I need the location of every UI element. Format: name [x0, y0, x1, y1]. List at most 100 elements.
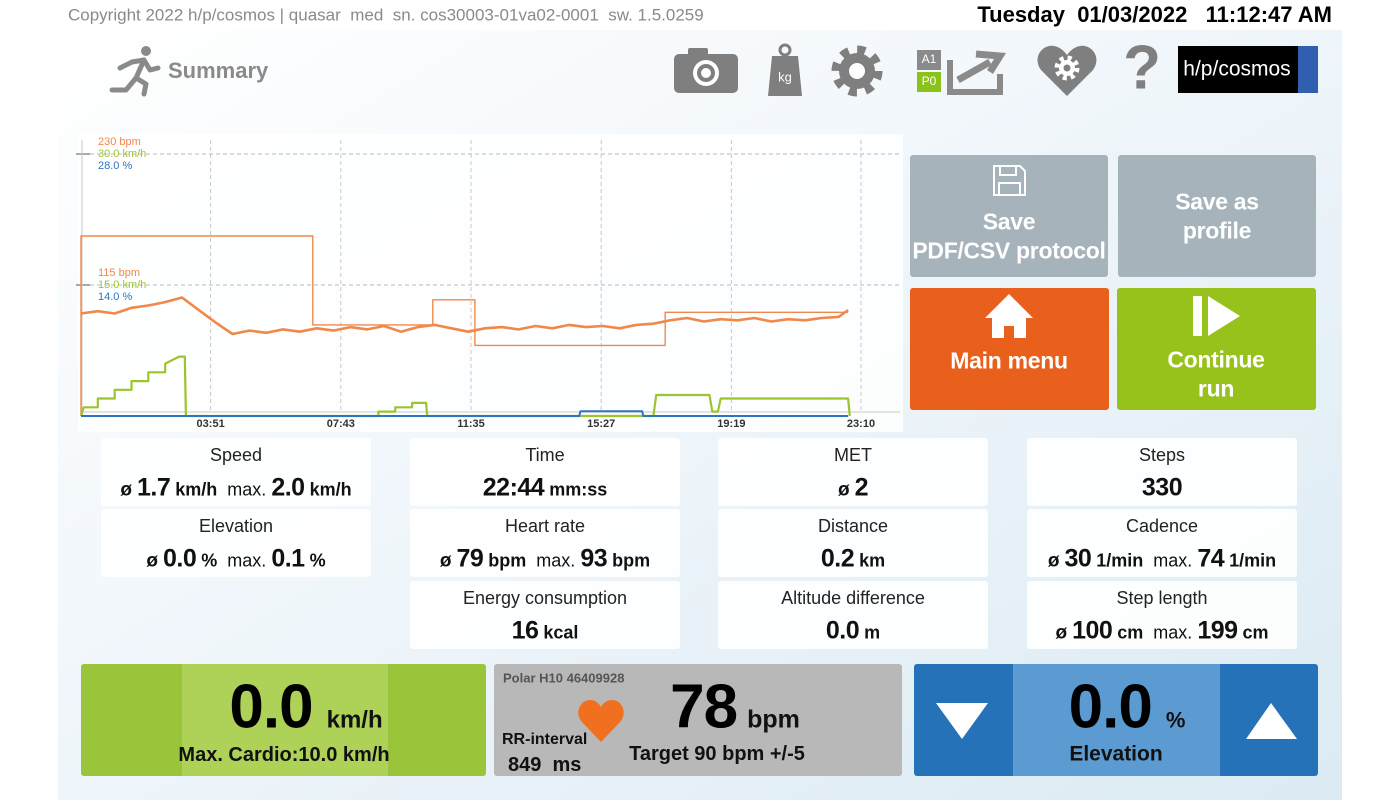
sensor-name: Polar H10 46409928	[503, 670, 625, 686]
hr-number: 78	[670, 672, 738, 742]
help-button[interactable]: ?	[1123, 33, 1161, 102]
card-value: ø 1.7 km/h max. 2.0 km/h	[120, 474, 351, 503]
value-part: 0.0	[825, 616, 860, 645]
button-label: run	[1197, 375, 1235, 402]
floppy-icon	[993, 165, 1026, 196]
card-label: Heart rate	[504, 516, 586, 536]
speed-number: 0.0	[229, 672, 313, 742]
button-label: Save	[982, 208, 1036, 235]
value-part: 1.7	[137, 473, 171, 502]
value-part: ø	[1047, 550, 1060, 572]
y-tick-label: 230 bpm	[98, 136, 141, 148]
card-value: ø 79 bpm max. 93 bpm	[440, 545, 650, 574]
y-tick-label: 15.0 km/h	[98, 279, 146, 291]
value-part: max.	[1153, 622, 1193, 643]
value-part: mm:ss	[549, 479, 608, 500]
button-label: Continue	[1167, 346, 1265, 373]
value-part: 0.1	[271, 544, 305, 573]
heart-icon	[578, 700, 624, 742]
value-part: 22:44	[482, 473, 545, 502]
weight-unit: kg	[778, 69, 792, 84]
value-part: 79	[456, 544, 484, 573]
speed-unit: km/h	[326, 706, 383, 734]
series-line	[81, 410, 849, 417]
value-part: max.	[227, 550, 267, 571]
continue-run-button[interactable]	[1117, 288, 1316, 410]
value-part: 199	[1197, 616, 1238, 645]
value-part: bpm	[488, 550, 527, 571]
stat-card	[101, 509, 371, 577]
stat-card	[1027, 438, 1297, 506]
settings-button[interactable]	[831, 45, 883, 97]
cards	[101, 438, 1297, 649]
hr-target: Target 90 bpm +/-5	[629, 743, 805, 765]
series-line	[80, 296, 849, 336]
value-part: m	[864, 622, 881, 643]
cardio-note: Max. Cardio:10.0 km/h	[178, 744, 390, 766]
runner-icon	[109, 46, 161, 97]
profile-code: A1	[922, 52, 937, 66]
x-tick-label: 19:19	[717, 418, 745, 430]
stat-card	[410, 581, 680, 649]
main-menu-button[interactable]	[910, 288, 1109, 410]
card-value: 0.2 km	[821, 545, 885, 574]
save-profile-button[interactable]	[1118, 155, 1316, 277]
card-label: Step length	[1116, 588, 1208, 608]
elevation-value: 0.0%	[1069, 672, 1186, 743]
profile-code: P0	[922, 74, 937, 88]
value-part: 0.2	[820, 544, 855, 573]
elevation-panel-center	[1013, 664, 1220, 776]
y-tick-label: 115 bpm	[98, 267, 140, 279]
value-part: 100	[1072, 616, 1113, 645]
card-label: Distance	[817, 516, 889, 536]
y-tick-label: 28.0 %	[98, 160, 132, 172]
card-label: Cadence	[1125, 516, 1199, 536]
elevation-number: 0.0	[1068, 672, 1153, 742]
profile-button[interactable]: A1 P0	[917, 50, 1007, 95]
stat-card	[410, 438, 680, 506]
elevation-down-button[interactable]	[936, 703, 988, 739]
elevation-up-button[interactable]	[1246, 703, 1297, 739]
button-label: PDF/CSV protocol	[912, 237, 1106, 264]
logo-text: h/p/cosmos	[1183, 58, 1290, 81]
value-part: max.	[1153, 550, 1193, 571]
value-part: 74	[1197, 544, 1225, 573]
value-part: ø	[1055, 622, 1068, 644]
hr-unit: bpm	[747, 705, 800, 734]
heart-settings-button[interactable]	[1037, 45, 1097, 96]
rr-label: RR-interval	[502, 731, 588, 748]
page-title: Summary	[168, 58, 269, 83]
value-part: 2.0	[271, 473, 305, 502]
value-part: 1/min	[1096, 550, 1144, 571]
x-tick-label: 11:35	[457, 418, 485, 430]
card-label: MET	[834, 445, 872, 465]
y-tick-label: 14.0 %	[98, 291, 132, 303]
stat-card	[1027, 509, 1297, 577]
value-part: kcal	[543, 622, 579, 643]
stat-card	[718, 438, 988, 506]
value-part: max.	[536, 550, 576, 571]
value-part: 30	[1064, 544, 1092, 573]
value-part: bpm	[612, 550, 651, 571]
x-tick-label: 23:10	[847, 418, 875, 430]
camera-button[interactable]	[674, 48, 738, 93]
save-protocol-button[interactable]	[910, 155, 1108, 277]
card-value: 0.0 m	[826, 617, 880, 646]
card-label: Steps	[1138, 445, 1186, 465]
value-part: ø	[146, 550, 159, 572]
value-part: max.	[227, 479, 267, 500]
value-part: cm	[1117, 622, 1144, 643]
value-part: ø	[120, 479, 133, 501]
hr-value: 78 bpm	[670, 672, 800, 743]
card-label: Energy consumption	[462, 588, 628, 608]
play-icon	[1193, 296, 1240, 336]
value-part: 93	[580, 544, 608, 573]
value-part: 330	[1141, 473, 1183, 502]
value-part: km/h	[309, 479, 352, 500]
weight-button[interactable]: kg	[768, 43, 802, 96]
value-part: 1/min	[1229, 550, 1277, 571]
card-label: Time	[525, 445, 565, 465]
